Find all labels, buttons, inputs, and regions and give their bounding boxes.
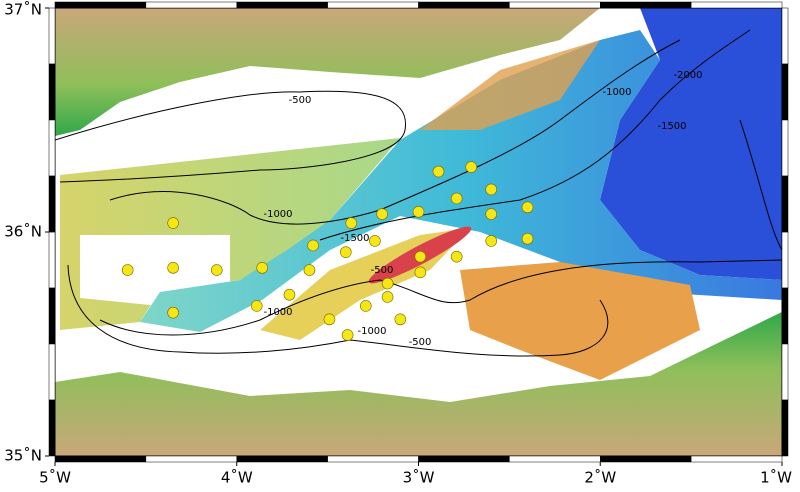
station-marker (167, 262, 179, 274)
station-marker (167, 217, 179, 229)
station-marker (485, 183, 498, 196)
map-background (55, 8, 782, 456)
frame-bar (48, 119, 56, 177)
station-marker (210, 264, 223, 276)
frame-bar (48, 399, 56, 457)
station-marker (283, 288, 296, 301)
northern-slope (420, 40, 600, 130)
y-tick-label: 35˚N (4, 447, 42, 465)
station-marker (485, 235, 498, 247)
station-marker (521, 201, 534, 214)
station-marker (414, 266, 427, 279)
contour-labels: -500 -1000 -1000 -1500 -1500 -2000 -500 -1000 -1… (263, 70, 702, 348)
station-marker (376, 208, 388, 220)
africa-land (55, 312, 782, 456)
frame-bar (236, 455, 328, 463)
frame-bar (145, 1, 237, 9)
station-marker (369, 235, 381, 247)
station-marker (256, 262, 268, 274)
map-frame: 5˚W 4˚W 3˚W 2˚W 1˚W 35˚N 36˚N 37˚N (4, 1, 792, 487)
frame-bar (781, 399, 789, 457)
station-marker (307, 239, 319, 252)
southern-slope (460, 262, 700, 380)
x-tick-label: 5˚W (39, 469, 71, 487)
frame-bar (690, 455, 783, 463)
frame-bar (145, 455, 237, 463)
station-marker (521, 232, 534, 245)
x-tick-label: 3˚W (403, 469, 435, 487)
station-marker (432, 165, 445, 178)
contour-label: -500 (289, 95, 312, 106)
frame-bar (690, 1, 783, 9)
deep-basin (600, 8, 782, 280)
station-marker (381, 277, 394, 290)
station-marker (450, 192, 463, 205)
x-tick-label: 1˚W (760, 469, 792, 487)
frame-bar (600, 1, 692, 9)
stations (121, 161, 534, 341)
contour-label: -1000 (263, 209, 292, 220)
contour-line (739, 119, 782, 251)
frame-bar (327, 455, 419, 463)
frame-bar (509, 1, 601, 9)
contour-label: -1500 (657, 121, 686, 132)
frame-bar (781, 175, 789, 233)
frame-bar (54, 1, 147, 9)
y-tick-label: 36˚N (4, 223, 42, 241)
frame-bar (48, 287, 56, 345)
station-marker (341, 329, 354, 341)
frame-bar (48, 231, 56, 289)
contour-line (109, 39, 681, 225)
frame-bar (48, 7, 56, 65)
frame-bar (236, 1, 328, 9)
frame-bar (509, 455, 601, 463)
station-marker (450, 250, 463, 263)
station-marker (412, 206, 425, 218)
station-marker (339, 246, 352, 258)
frame-bar (327, 1, 419, 9)
frame-bar (781, 63, 789, 121)
contour-label: -1000 (357, 326, 386, 337)
frame-bar (418, 455, 510, 463)
frame-bar (781, 231, 789, 289)
contour-label: -1000 (602, 87, 631, 98)
frame-bar (418, 1, 510, 9)
contour-label: -1000 (263, 307, 292, 318)
central-basin (140, 30, 782, 332)
contour-label: -2000 (673, 70, 702, 81)
station-marker (323, 313, 336, 326)
station-marker (394, 313, 407, 326)
station-marker (485, 208, 498, 220)
frame-bar (781, 287, 789, 345)
frame-bar (48, 343, 56, 401)
station-marker (167, 306, 179, 319)
station-marker (121, 264, 134, 276)
contour-label: -500 (409, 337, 432, 348)
station-marker (303, 264, 316, 276)
frame-bar (48, 175, 56, 233)
station-marker (359, 300, 372, 312)
frame-bar (48, 63, 56, 121)
x-tick-label: 2˚W (584, 469, 616, 487)
station-marker (465, 161, 478, 173)
station-marker (414, 250, 427, 263)
frame-bar (600, 455, 692, 463)
contour-label: -1500 (340, 233, 369, 244)
station-marker (250, 300, 263, 312)
y-tick-label: 37˚N (4, 1, 42, 19)
station-marker (345, 217, 358, 229)
frame-bar (54, 455, 147, 463)
x-tick-label: 4˚W (221, 469, 253, 487)
frame-bar (781, 343, 789, 401)
contour-label: -500 (371, 265, 394, 276)
contour-line (319, 29, 751, 241)
frame-bar (781, 119, 789, 177)
station-marker (381, 291, 394, 303)
contour-line (55, 90, 407, 183)
iberia-land (55, 8, 600, 136)
frame-bar (781, 7, 789, 65)
contours (55, 29, 782, 357)
